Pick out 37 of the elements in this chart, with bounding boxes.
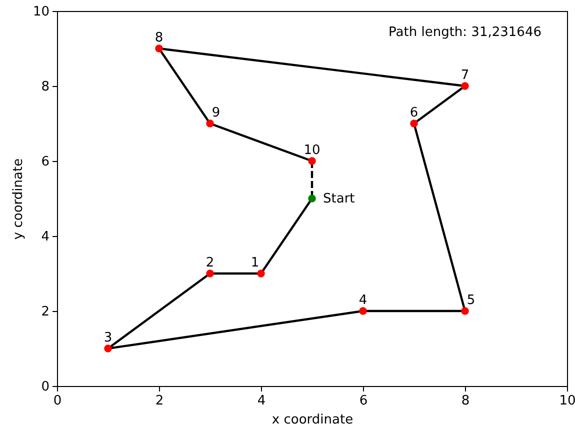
y-tick-label: 2 (41, 304, 50, 320)
x-tick-label: 0 (53, 394, 62, 408)
annotation: 7 (460, 68, 470, 83)
point (155, 44, 163, 52)
y-axis-title: y coordinate (10, 158, 26, 240)
annotation: 1 (250, 256, 260, 270)
annotation: 8 (154, 30, 164, 46)
y-tick-label: 6 (41, 154, 50, 170)
point (359, 307, 367, 315)
point (257, 270, 265, 278)
x-tick-label: 6 (359, 394, 368, 408)
y-tick-label: 10 (32, 4, 50, 20)
point (206, 120, 214, 128)
point (308, 157, 316, 165)
y-tick-label: 0 (41, 380, 50, 394)
annotation: Path length: 31,231646 (388, 24, 542, 40)
point (206, 270, 214, 278)
y-tick-label: 8 (41, 80, 50, 94)
annotation: 2 (206, 256, 214, 270)
point (461, 82, 469, 90)
annotation: 6 (410, 106, 418, 120)
y-tick-label: 4 (41, 230, 50, 244)
x-tick-label: 4 (257, 394, 266, 408)
annotation: 5 (466, 293, 476, 308)
point (410, 120, 418, 128)
x-tick-label: 10 (559, 394, 575, 408)
annotation: 10 (304, 143, 320, 158)
annotation: 9 (212, 106, 220, 120)
x-tick-label: 8 (461, 394, 470, 408)
x-axis-title: x coordinate (272, 412, 354, 428)
annotation: 3 (104, 330, 112, 346)
annotation: 4 (358, 293, 368, 308)
point (308, 194, 316, 202)
point (461, 307, 469, 315)
series-label: Start (323, 192, 355, 206)
x-tick-label: 2 (155, 394, 164, 408)
point (104, 344, 112, 352)
